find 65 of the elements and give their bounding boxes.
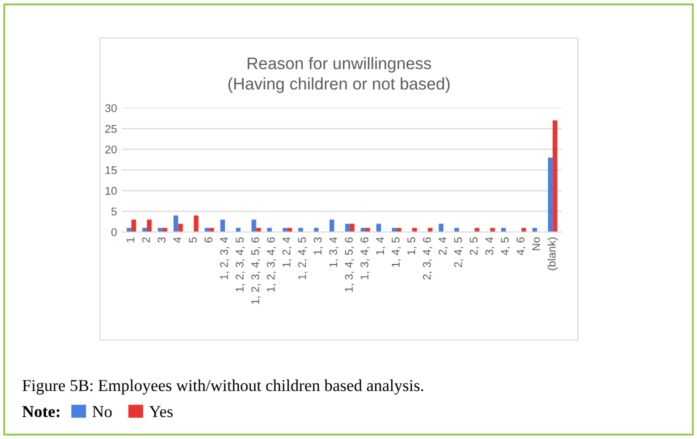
y-tick-label: 20 (105, 146, 117, 154)
bar (330, 220, 334, 232)
x-tick-label: 2, 5 (470, 237, 479, 255)
x-tick-label: 4, 5 (501, 237, 510, 256)
bar (412, 228, 417, 232)
bar (360, 228, 366, 232)
bar (178, 224, 183, 232)
bar (350, 224, 354, 232)
y-tick-label: 15 (106, 166, 117, 174)
x-tick-label: 1 (126, 237, 134, 242)
x-tick-label: 1, 2, 3, 4, 5, 6 (251, 237, 260, 304)
bar (267, 228, 272, 232)
bar (552, 120, 558, 232)
x-tick-label: 1, 4 (376, 237, 386, 255)
bar (173, 215, 178, 232)
y-tick-label: 25 (105, 124, 117, 133)
x-tick-label: 2, 4 (438, 237, 448, 255)
bar (474, 228, 480, 232)
x-tick-label: 4 (173, 237, 182, 243)
y-tick-label: 5 (111, 208, 117, 216)
x-tick-label: 1, 3, 4 (329, 237, 338, 267)
legend-label: Yes (149, 406, 173, 418)
x-tick-label: 2, 3, 4, 6 (422, 237, 432, 280)
x-tick-label: 1, 2, 4, 5 (298, 237, 308, 280)
x-tick-label: 1, 3 (314, 237, 323, 255)
bar (146, 220, 152, 232)
caption: Figure 5B: Employees with/without children based analysis. (22, 379, 424, 395)
x-tick-label: 1, 2, 4 (282, 237, 292, 267)
bar (282, 228, 288, 232)
x-tick-label: (blank) (547, 238, 558, 270)
x-tick-label: 2 (142, 237, 150, 242)
bar (376, 224, 382, 232)
y-tick-label: 10 (106, 186, 117, 195)
x-tick-label: No (532, 237, 540, 250)
legend-label: No (92, 406, 112, 418)
bar (396, 228, 402, 232)
bar (501, 228, 506, 232)
x-tick-label: 5 (189, 237, 197, 243)
x-tick-label: 3, 4 (485, 237, 495, 255)
bar (490, 228, 495, 232)
x-tick-label: 1, 2, 3, 4, 5 (236, 237, 245, 292)
bar (548, 158, 553, 232)
y-tick-label: 0 (111, 228, 117, 236)
x-tick-label: 2, 4, 5 (454, 237, 464, 268)
x-tick-label: 1, 4, 5 (392, 237, 401, 267)
bar (220, 220, 225, 232)
bar (438, 224, 444, 232)
bar (204, 228, 210, 232)
bar (252, 220, 256, 232)
x-tick-label: 1, 2, 3, 4, 6 (266, 237, 276, 292)
x-tick-label: 1, 2, 3, 4 (220, 237, 230, 280)
text: Note: (22, 406, 60, 418)
x-tick-label: 1, 5 (407, 237, 417, 255)
bar (194, 215, 198, 232)
bar (256, 228, 261, 232)
bar (131, 220, 136, 232)
x-tick-label: 1, 3, 4, 6 (360, 237, 370, 280)
y-tick-label: 30 (105, 104, 117, 112)
bar (126, 228, 132, 232)
x-tick-label: 1, 3, 4, 5, 6 (344, 237, 354, 292)
bar (345, 224, 350, 232)
chart-title: Reason for unwillingness (Having children or not based) (228, 57, 450, 93)
x-tick-label: 3 (158, 237, 166, 243)
x-tick-label: 4, 6 (516, 237, 526, 256)
x-tick-label: 6 (204, 237, 212, 242)
